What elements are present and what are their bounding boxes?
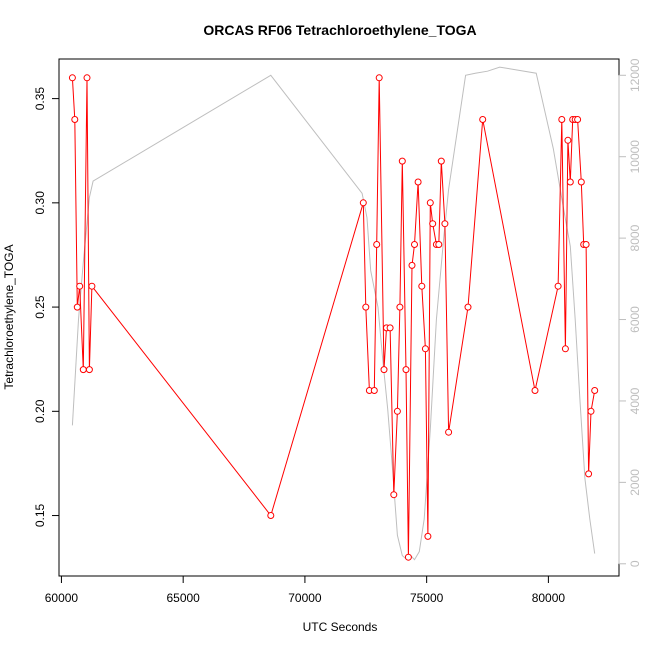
data-point: [83, 74, 91, 82]
data-point: [402, 366, 410, 374]
data-point: [71, 116, 79, 123]
data-point: [85, 366, 93, 374]
data-point: [375, 74, 383, 82]
x-axis-label: UTC Seconds: [303, 620, 378, 634]
y-tick-label: 0.15: [33, 503, 47, 527]
data-point: [435, 241, 443, 248]
x-tick-label: 75000: [410, 591, 444, 605]
data-point: [424, 532, 432, 540]
data-point: [479, 116, 487, 123]
y-tick-label: 0.25: [33, 295, 47, 319]
data-point: [68, 74, 76, 82]
data-point: [73, 303, 81, 311]
data-point: [418, 282, 426, 290]
data-point: [393, 407, 401, 415]
data-point: [88, 282, 96, 290]
data-point: [267, 512, 275, 519]
data-point: [429, 220, 437, 228]
data-point: [421, 345, 429, 353]
data-point: [79, 366, 87, 374]
y2-tick-label: 4000: [628, 387, 642, 414]
data-point: [445, 428, 453, 436]
series-layer: [68, 66, 599, 561]
data-point: [76, 282, 84, 290]
primary-series-line: [71, 77, 596, 558]
data-point: [359, 199, 367, 207]
data-point: [408, 261, 416, 269]
y2-tick-label: 12000: [628, 58, 642, 92]
x-tick-label: 60000: [45, 591, 79, 605]
data-point: [582, 241, 590, 248]
data-point: [577, 178, 585, 186]
y2-tick-label: 6000: [628, 306, 642, 333]
y2-tick-label: 8000: [628, 224, 642, 251]
data-point: [396, 303, 404, 311]
data-point: [554, 282, 562, 290]
secondary-series-line: [71, 66, 596, 561]
chart-title: ORCAS RF06 Tetrachloroethylene_TOGA: [203, 22, 476, 38]
data-point: [404, 553, 412, 561]
y-axis-label: Tetrachloroethylene_TOGA: [2, 244, 16, 389]
data-point: [386, 324, 394, 332]
y-tick-label: 0.30: [33, 191, 47, 215]
y2-tick-label: 2000: [628, 469, 642, 496]
data-point: [370, 387, 378, 394]
y2-tick-label: 0: [628, 560, 642, 567]
data-point: [558, 116, 566, 123]
data-point: [426, 199, 434, 207]
data-point: [362, 303, 370, 311]
data-point: [373, 241, 381, 248]
data-point: [437, 157, 445, 165]
data-point: [574, 116, 582, 123]
x-tick-label: 70000: [288, 591, 322, 605]
data-point: [390, 491, 398, 499]
data-point: [380, 366, 388, 374]
axis-layer: 60000 65000 70000 75000 800000.150.200.250.3…: [33, 58, 642, 605]
data-point: [585, 470, 593, 478]
data-point: [398, 157, 406, 165]
x-tick-label: 80000: [532, 591, 566, 605]
y-tick-label: 0.20: [33, 399, 47, 423]
data-point: [441, 220, 449, 228]
data-point: [411, 241, 418, 248]
y2-tick-label: 10000: [628, 140, 642, 174]
data-point: [414, 178, 422, 186]
data-point: [561, 345, 569, 353]
data-point: [591, 387, 599, 394]
data-point: [566, 178, 574, 186]
data-point: [464, 303, 472, 311]
data-point: [587, 407, 595, 415]
data-point: [564, 136, 572, 144]
plot-area: [58, 58, 620, 577]
data-point: [531, 387, 539, 394]
x-tick-label: 65000: [166, 591, 200, 605]
y-tick-label: 0.35: [33, 87, 47, 111]
